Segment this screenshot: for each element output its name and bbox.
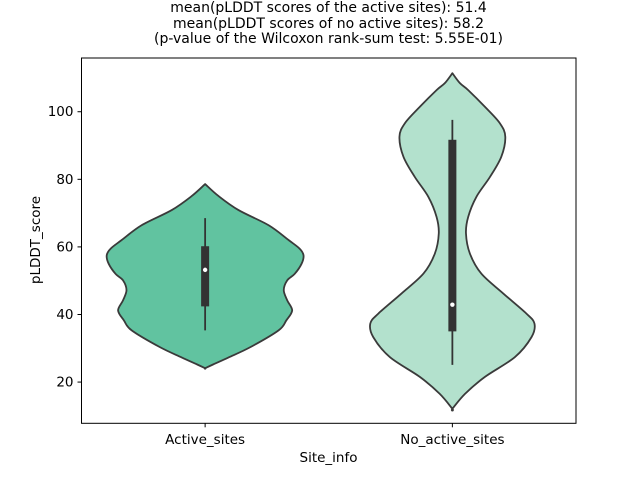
box-no_active_sites [448,139,457,332]
y-tick-label: 60 [56,239,73,255]
box-active_sites [201,246,210,307]
chart-title-line-3: (p-value of the Wilcoxon rank-sum test: … [154,31,503,48]
x-axis-label: Site_info [299,450,358,466]
chart-title-line-1: mean(pLDDT scores of the active sites): … [170,0,487,16]
axes-frame [81,57,577,424]
chart-title: mean(pLDDT scores of the active sites): … [81,0,576,48]
median-dot-no_active_sites [450,302,455,307]
y-tick-label: 20 [56,375,73,391]
median-dot-active_sites [202,267,208,273]
y-tick-label: 100 [48,104,74,120]
x-tick-label: No_active_sites [400,432,504,448]
x-tick-label: Active_sites [165,432,245,448]
y-tick-label: 80 [56,172,73,188]
y-tick-label: 40 [56,307,73,323]
chart-title-line-2: mean(pLDDT scores of no active sites): 5… [173,15,484,32]
